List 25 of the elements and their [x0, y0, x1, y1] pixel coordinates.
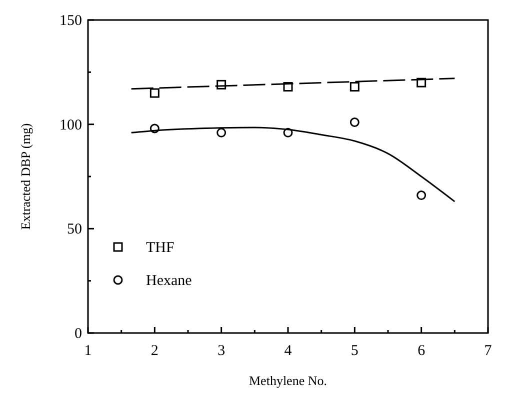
x-tick-label: 4 [284, 343, 292, 359]
point [150, 88, 160, 98]
point [216, 128, 226, 138]
legend-label: Hexane [146, 273, 192, 289]
x-tick-label: 7 [484, 343, 492, 359]
point [350, 82, 360, 92]
x-tick-label: 1 [84, 343, 92, 359]
x-tick-label: 3 [218, 343, 226, 359]
point [150, 124, 160, 134]
point [416, 78, 426, 88]
x-axis-title: Methylene No. [249, 373, 327, 388]
point [350, 117, 360, 127]
y-axis-title: Extracted DBP (mg) [18, 123, 33, 230]
point [283, 82, 293, 92]
y-tick-label: 50 [67, 222, 82, 238]
y-tick-label: 100 [60, 117, 82, 134]
point [283, 128, 293, 138]
legend-label: THF [146, 240, 174, 256]
x-tick-label: 5 [350, 343, 358, 359]
point [216, 80, 226, 90]
y-tick-label: 0 [74, 326, 82, 342]
x-tick-label: 6 [418, 343, 426, 359]
y-tick-label: 150 [60, 13, 82, 29]
point [416, 190, 426, 200]
x-tick-label: 2 [150, 343, 158, 359]
